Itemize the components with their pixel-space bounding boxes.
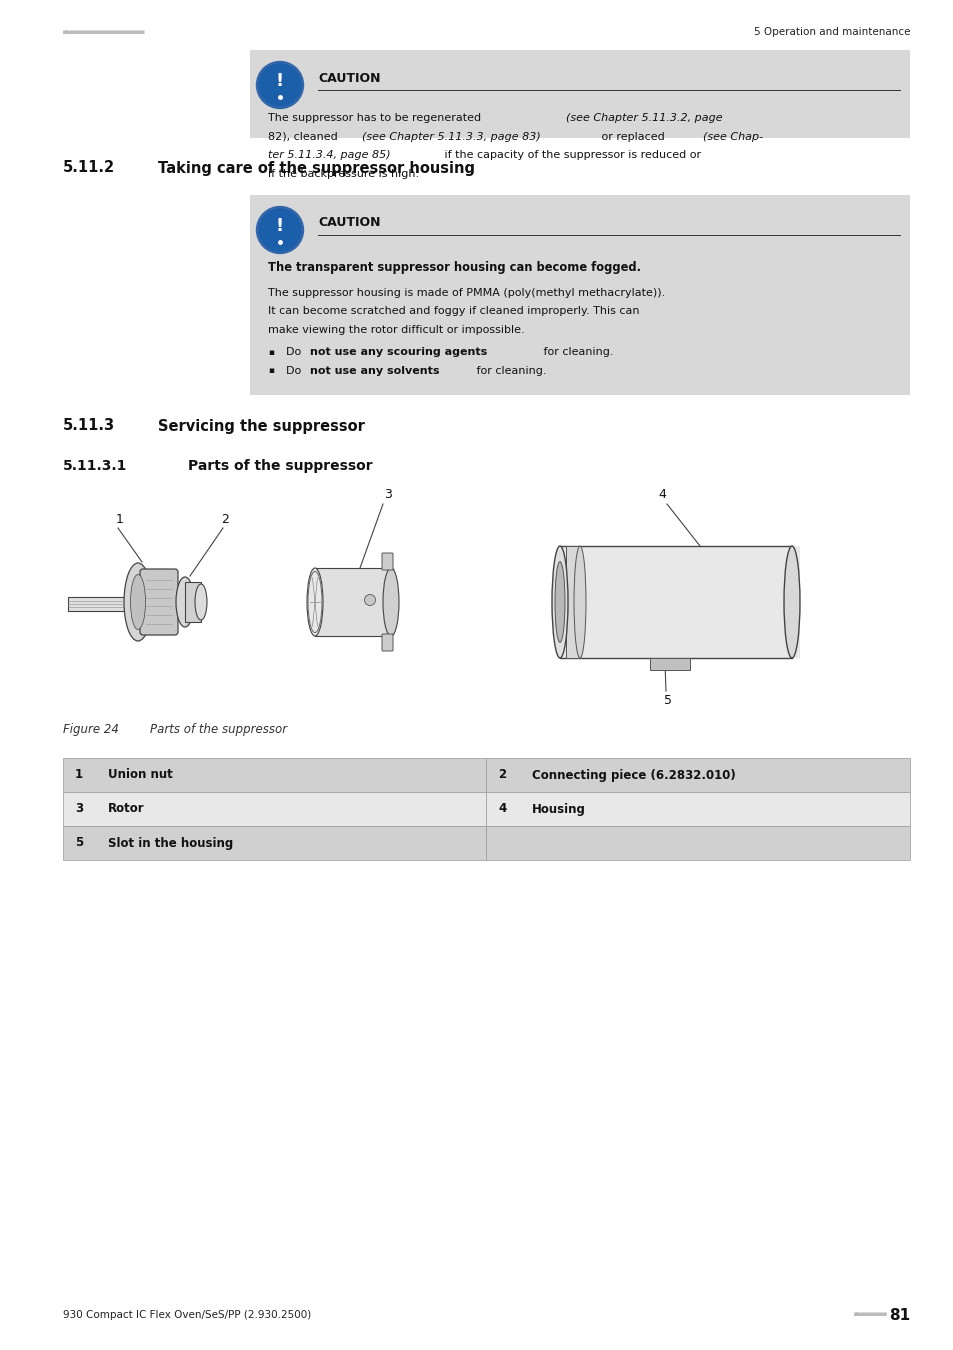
- FancyBboxPatch shape: [68, 597, 140, 612]
- FancyBboxPatch shape: [381, 554, 393, 570]
- Ellipse shape: [194, 585, 207, 620]
- Text: 930 Compact IC Flex Oven/SeS/PP (2.930.2500): 930 Compact IC Flex Oven/SeS/PP (2.930.2…: [63, 1310, 311, 1320]
- Ellipse shape: [552, 545, 567, 657]
- FancyBboxPatch shape: [140, 568, 178, 634]
- Text: Slot in the housing: Slot in the housing: [108, 837, 233, 849]
- FancyBboxPatch shape: [486, 757, 909, 792]
- Circle shape: [256, 207, 303, 254]
- Text: 5 Operation and maintenance: 5 Operation and maintenance: [753, 27, 909, 36]
- Text: CAUTION: CAUTION: [317, 72, 380, 85]
- Text: 5.11.2: 5.11.2: [63, 161, 115, 176]
- Text: not use any solvents: not use any solvents: [310, 366, 439, 377]
- Text: for cleaning.: for cleaning.: [539, 347, 613, 358]
- Text: Connecting piece (6.2832.010): Connecting piece (6.2832.010): [531, 768, 735, 782]
- Text: 3: 3: [384, 489, 392, 501]
- Text: The suppressor has to be regenerated: The suppressor has to be regenerated: [268, 113, 484, 123]
- Circle shape: [364, 594, 375, 606]
- Text: Parts of the suppressor: Parts of the suppressor: [135, 724, 287, 737]
- Ellipse shape: [555, 562, 564, 643]
- Text: ■■■■■■■■■: ■■■■■■■■■: [853, 1312, 887, 1318]
- Ellipse shape: [574, 545, 585, 657]
- Text: 82), cleaned: 82), cleaned: [268, 131, 341, 142]
- Text: (see Chapter 5.11.3.2, page: (see Chapter 5.11.3.2, page: [565, 113, 721, 123]
- Ellipse shape: [307, 568, 323, 636]
- Text: not use any scouring agents: not use any scouring agents: [310, 347, 487, 358]
- Text: 3: 3: [75, 802, 83, 815]
- Text: 4: 4: [658, 489, 665, 501]
- Text: 81: 81: [888, 1308, 909, 1323]
- Text: ▪: ▪: [268, 348, 274, 356]
- FancyBboxPatch shape: [559, 545, 800, 657]
- Text: (see Chapter 5.11.3.3, page 83): (see Chapter 5.11.3.3, page 83): [361, 131, 540, 142]
- FancyBboxPatch shape: [381, 634, 393, 651]
- Ellipse shape: [382, 568, 398, 636]
- FancyBboxPatch shape: [250, 194, 909, 396]
- Text: 2: 2: [498, 768, 506, 782]
- Text: !: !: [275, 217, 284, 235]
- Text: Servicing the suppressor: Servicing the suppressor: [158, 418, 364, 433]
- Text: Rotor: Rotor: [108, 802, 145, 815]
- Text: !: !: [275, 72, 284, 90]
- FancyBboxPatch shape: [185, 582, 201, 622]
- Text: Figure 24: Figure 24: [63, 724, 119, 737]
- FancyBboxPatch shape: [486, 826, 909, 860]
- Text: The transparent suppressor housing can become fogged.: The transparent suppressor housing can b…: [268, 261, 640, 274]
- Text: 2: 2: [221, 513, 229, 526]
- FancyBboxPatch shape: [649, 657, 689, 670]
- Text: Taking care of the suppressor housing: Taking care of the suppressor housing: [158, 161, 475, 176]
- Text: It can become scratched and foggy if cleaned improperly. This can: It can become scratched and foggy if cle…: [268, 306, 639, 316]
- Text: ■■■■■■■■■■■■■■■■■■■■■■: ■■■■■■■■■■■■■■■■■■■■■■: [63, 30, 146, 35]
- FancyBboxPatch shape: [63, 826, 486, 860]
- Ellipse shape: [131, 575, 146, 629]
- Text: CAUTION: CAUTION: [317, 216, 380, 230]
- FancyBboxPatch shape: [314, 568, 395, 636]
- Text: for cleaning.: for cleaning.: [473, 366, 546, 377]
- Circle shape: [256, 62, 303, 108]
- Circle shape: [258, 63, 301, 107]
- Text: ▪: ▪: [268, 366, 274, 375]
- Text: 4: 4: [498, 802, 506, 815]
- Text: make viewing the rotor difficult or impossible.: make viewing the rotor difficult or impo…: [268, 325, 524, 335]
- Text: Do: Do: [286, 347, 304, 358]
- Text: 5: 5: [663, 694, 671, 706]
- Text: if the capacity of the suppressor is reduced or: if the capacity of the suppressor is red…: [440, 150, 700, 161]
- Text: Housing: Housing: [531, 802, 585, 815]
- Ellipse shape: [124, 563, 152, 641]
- FancyBboxPatch shape: [486, 792, 909, 826]
- Text: 5: 5: [75, 837, 83, 849]
- Ellipse shape: [783, 545, 800, 657]
- Text: 5.11.3: 5.11.3: [63, 418, 115, 433]
- Text: (see Chap-: (see Chap-: [702, 131, 762, 142]
- Text: 1: 1: [116, 513, 124, 526]
- Text: Parts of the suppressor: Parts of the suppressor: [188, 459, 373, 472]
- Text: 5.11.3.1: 5.11.3.1: [63, 459, 128, 472]
- Text: ter 5.11.3.4, page 85): ter 5.11.3.4, page 85): [268, 150, 390, 161]
- Text: 1: 1: [75, 768, 83, 782]
- Text: if the backpressure is high.: if the backpressure is high.: [268, 169, 418, 178]
- Text: Union nut: Union nut: [108, 768, 172, 782]
- Text: Do: Do: [286, 366, 304, 377]
- FancyBboxPatch shape: [63, 757, 486, 792]
- FancyBboxPatch shape: [565, 545, 579, 657]
- Text: The suppressor housing is made of PMMA (poly(methyl methacrylate)).: The suppressor housing is made of PMMA (…: [268, 288, 664, 298]
- Ellipse shape: [175, 576, 193, 626]
- Text: or replaced: or replaced: [598, 131, 667, 142]
- Circle shape: [258, 209, 301, 251]
- FancyBboxPatch shape: [63, 792, 486, 826]
- FancyBboxPatch shape: [250, 50, 909, 138]
